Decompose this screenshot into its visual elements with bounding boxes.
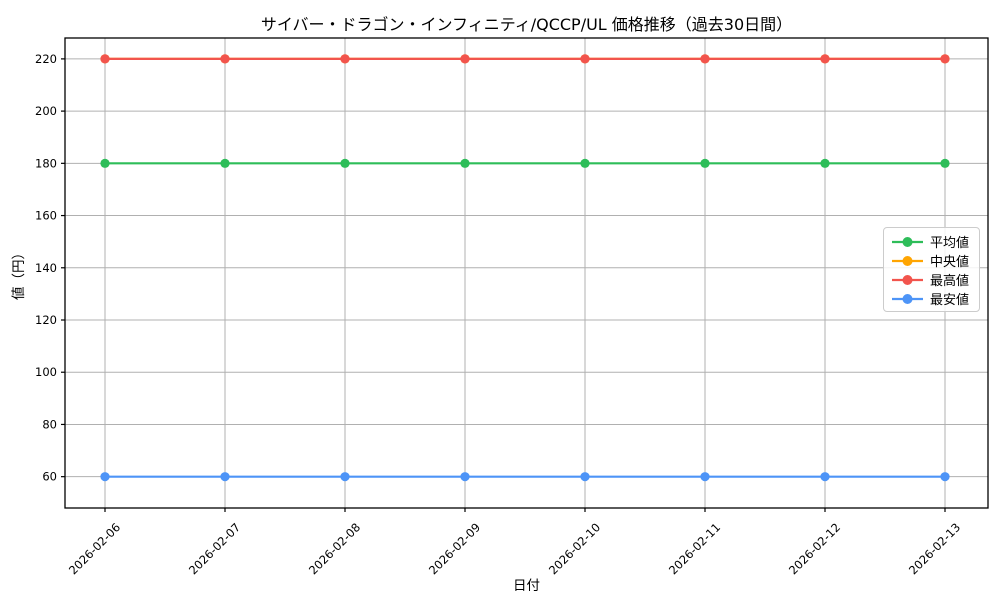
legend-marker-highest bbox=[892, 274, 923, 285]
legend-dot-lowest bbox=[902, 293, 913, 304]
legend-item-highest: 最高値 bbox=[891, 270, 972, 289]
legend-label-highest: 最高値 bbox=[930, 274, 970, 289]
data-point-highest bbox=[580, 54, 590, 64]
x-tick-label: 2026-02-08 bbox=[306, 520, 363, 577]
legend-item-median: 中央値 bbox=[891, 251, 972, 270]
data-point-average bbox=[940, 158, 950, 168]
y-tick-label: 60 bbox=[42, 470, 57, 484]
legend-marker-median bbox=[892, 255, 923, 266]
data-point-lowest bbox=[220, 472, 230, 482]
y-tick-label: 140 bbox=[35, 261, 57, 275]
y-tick-label: 100 bbox=[35, 365, 57, 379]
data-point-average bbox=[460, 158, 470, 168]
data-point-highest bbox=[340, 54, 350, 64]
y-tick-label: 80 bbox=[42, 417, 57, 431]
x-tick-label: 2026-02-07 bbox=[186, 520, 243, 577]
data-point-average bbox=[820, 158, 830, 168]
x-tick-label: 2026-02-11 bbox=[666, 520, 723, 577]
data-point-highest bbox=[100, 54, 110, 64]
data-point-average bbox=[100, 158, 110, 168]
legend-item-average: 平均値 bbox=[891, 232, 972, 251]
axes-frame bbox=[64, 37, 989, 509]
legend-label-median: 中央値 bbox=[930, 255, 970, 270]
y-tick-label: 120 bbox=[35, 313, 57, 327]
legend-item-lowest: 最安値 bbox=[891, 289, 972, 308]
data-point-highest bbox=[700, 54, 710, 64]
legend-dot-median bbox=[902, 255, 913, 266]
data-point-highest bbox=[940, 54, 950, 64]
series-average bbox=[100, 158, 950, 168]
chart-title: サイバー・ドラゴン・インフィニティ/QCCP/UL 価格推移（過去30日間） bbox=[260, 15, 793, 34]
data-point-average bbox=[340, 158, 350, 168]
y-tick-label: 200 bbox=[35, 104, 57, 118]
x-tick-label: 2026-02-06 bbox=[66, 520, 123, 577]
data-point-average bbox=[700, 158, 710, 168]
grid-lines bbox=[65, 38, 988, 508]
legend-label-lowest: 最安値 bbox=[930, 293, 970, 308]
legend-dot-average bbox=[902, 236, 913, 247]
data-point-average bbox=[580, 158, 590, 168]
series-highest bbox=[100, 54, 950, 64]
x-axis-label: 日付 bbox=[513, 578, 540, 594]
data-point-lowest bbox=[940, 472, 950, 482]
y-tick-label: 180 bbox=[35, 156, 57, 170]
y-axis-label: 値（円） bbox=[11, 246, 27, 300]
x-tick-label: 2026-02-13 bbox=[906, 520, 963, 577]
y-tick-label: 220 bbox=[35, 52, 57, 66]
data-point-highest bbox=[460, 54, 470, 64]
x-tick-label: 2026-02-12 bbox=[786, 520, 843, 577]
data-point-lowest bbox=[700, 472, 710, 482]
legend: 平均値中央値最高値最安値 bbox=[883, 227, 980, 312]
series-lowest bbox=[100, 472, 950, 482]
data-point-lowest bbox=[340, 472, 350, 482]
data-point-lowest bbox=[820, 472, 830, 482]
legend-marker-lowest bbox=[892, 293, 923, 304]
data-point-highest bbox=[220, 54, 230, 64]
data-point-highest bbox=[820, 54, 830, 64]
legend-label-average: 平均値 bbox=[930, 236, 970, 251]
y-tick-label: 160 bbox=[35, 209, 57, 223]
data-point-average bbox=[220, 158, 230, 168]
x-tick-label: 2026-02-10 bbox=[546, 520, 603, 577]
data-point-lowest bbox=[100, 472, 110, 482]
x-tick-label: 2026-02-09 bbox=[426, 520, 483, 577]
legend-marker-average bbox=[892, 236, 923, 247]
axis-ticks: 60 80 100 120 140 160 180 200 220 2026-02-06 2026-… bbox=[35, 52, 963, 577]
data-point-lowest bbox=[460, 472, 470, 482]
legend-dot-highest bbox=[902, 274, 913, 285]
data-point-lowest bbox=[580, 472, 590, 482]
